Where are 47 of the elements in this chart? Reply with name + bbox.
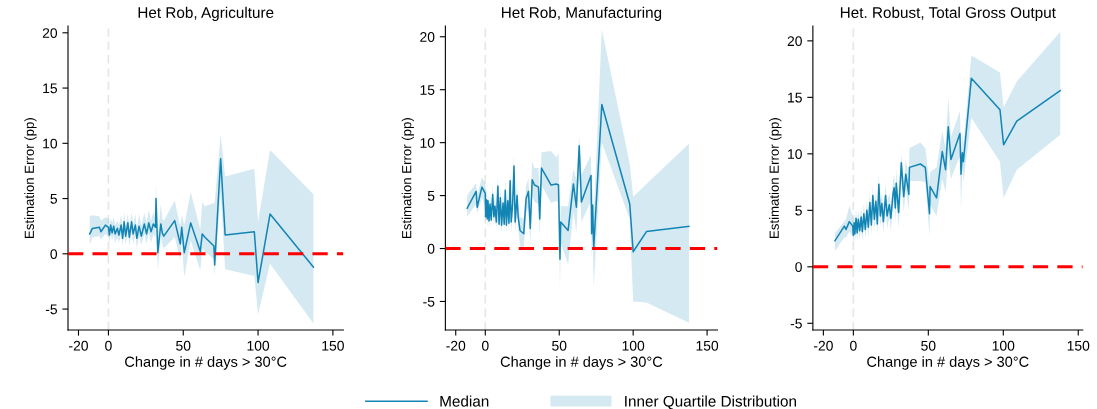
x-axis-title: Change in # days > 30°C [867, 356, 1029, 370]
x-tick-label: 150 [1067, 340, 1090, 351]
x-axis-title: Change in # days > 30°C [500, 356, 663, 370]
chart-title: Het Rob, Manufacturing [501, 6, 662, 22]
y-tick-label: 5 [50, 194, 58, 204]
chart-title: Het Rob, Agriculture [138, 6, 274, 22]
x-tick-label: 0 [105, 340, 112, 351]
y-tick-label: 0 [427, 243, 435, 254]
x-tick-label: 0 [481, 340, 489, 351]
y-tick-label: 20 [420, 32, 435, 42]
y-axis-title: Estimation Error (pp) [24, 118, 37, 238]
y-tick-label: 0 [50, 249, 58, 259]
y-tick-label: 10 [788, 149, 802, 159]
y-tick-label: 20 [787, 36, 802, 47]
x-tick-label: 150 [322, 340, 344, 351]
x-tick-label: 150 [696, 340, 719, 351]
y-tick-label: 10 [43, 138, 58, 149]
x-tick-label: -20 [446, 340, 466, 351]
x-tick-label: -20 [813, 340, 833, 351]
x-axis-title: Change in # days > 30°C [125, 356, 287, 370]
chart-title: Het. Robust, Total Gross Output [840, 6, 1056, 22]
y-tick-label: -5 [45, 304, 58, 315]
line-series [88, 158, 315, 284]
y-tick-label: -5 [790, 318, 802, 329]
y-tick-label: -5 [423, 296, 435, 307]
x-tick-label: 100 [622, 340, 645, 351]
text: Inner Quartile Distribution [625, 395, 796, 409]
y-tick-label: 5 [427, 191, 435, 201]
x-tick-label: 50 [921, 340, 936, 351]
y-tick-label: 15 [788, 92, 802, 103]
y-tick-label: 15 [420, 85, 435, 95]
y-tick-label: 5 [795, 205, 802, 216]
y-tick-label: 15 [43, 83, 58, 94]
x-tick-label: 100 [247, 340, 270, 351]
y-axis-title: Estimation Error (pp) [401, 118, 414, 238]
line-series [834, 77, 1062, 242]
x-tick-label: -20 [69, 340, 88, 351]
x-tick-label: 50 [176, 340, 191, 351]
y-tick-label: 10 [420, 137, 435, 148]
y-axis-title: Estimation Error (pp) [769, 118, 782, 238]
line-series [466, 103, 690, 260]
y-tick-label: 0 [795, 262, 802, 272]
x-tick-label: 50 [552, 340, 567, 351]
y-tick-label: 20 [42, 28, 58, 38]
x-tick-label: 100 [992, 340, 1015, 351]
x-tick-label: 0 [850, 340, 857, 351]
legend-label: Median [440, 395, 489, 407]
